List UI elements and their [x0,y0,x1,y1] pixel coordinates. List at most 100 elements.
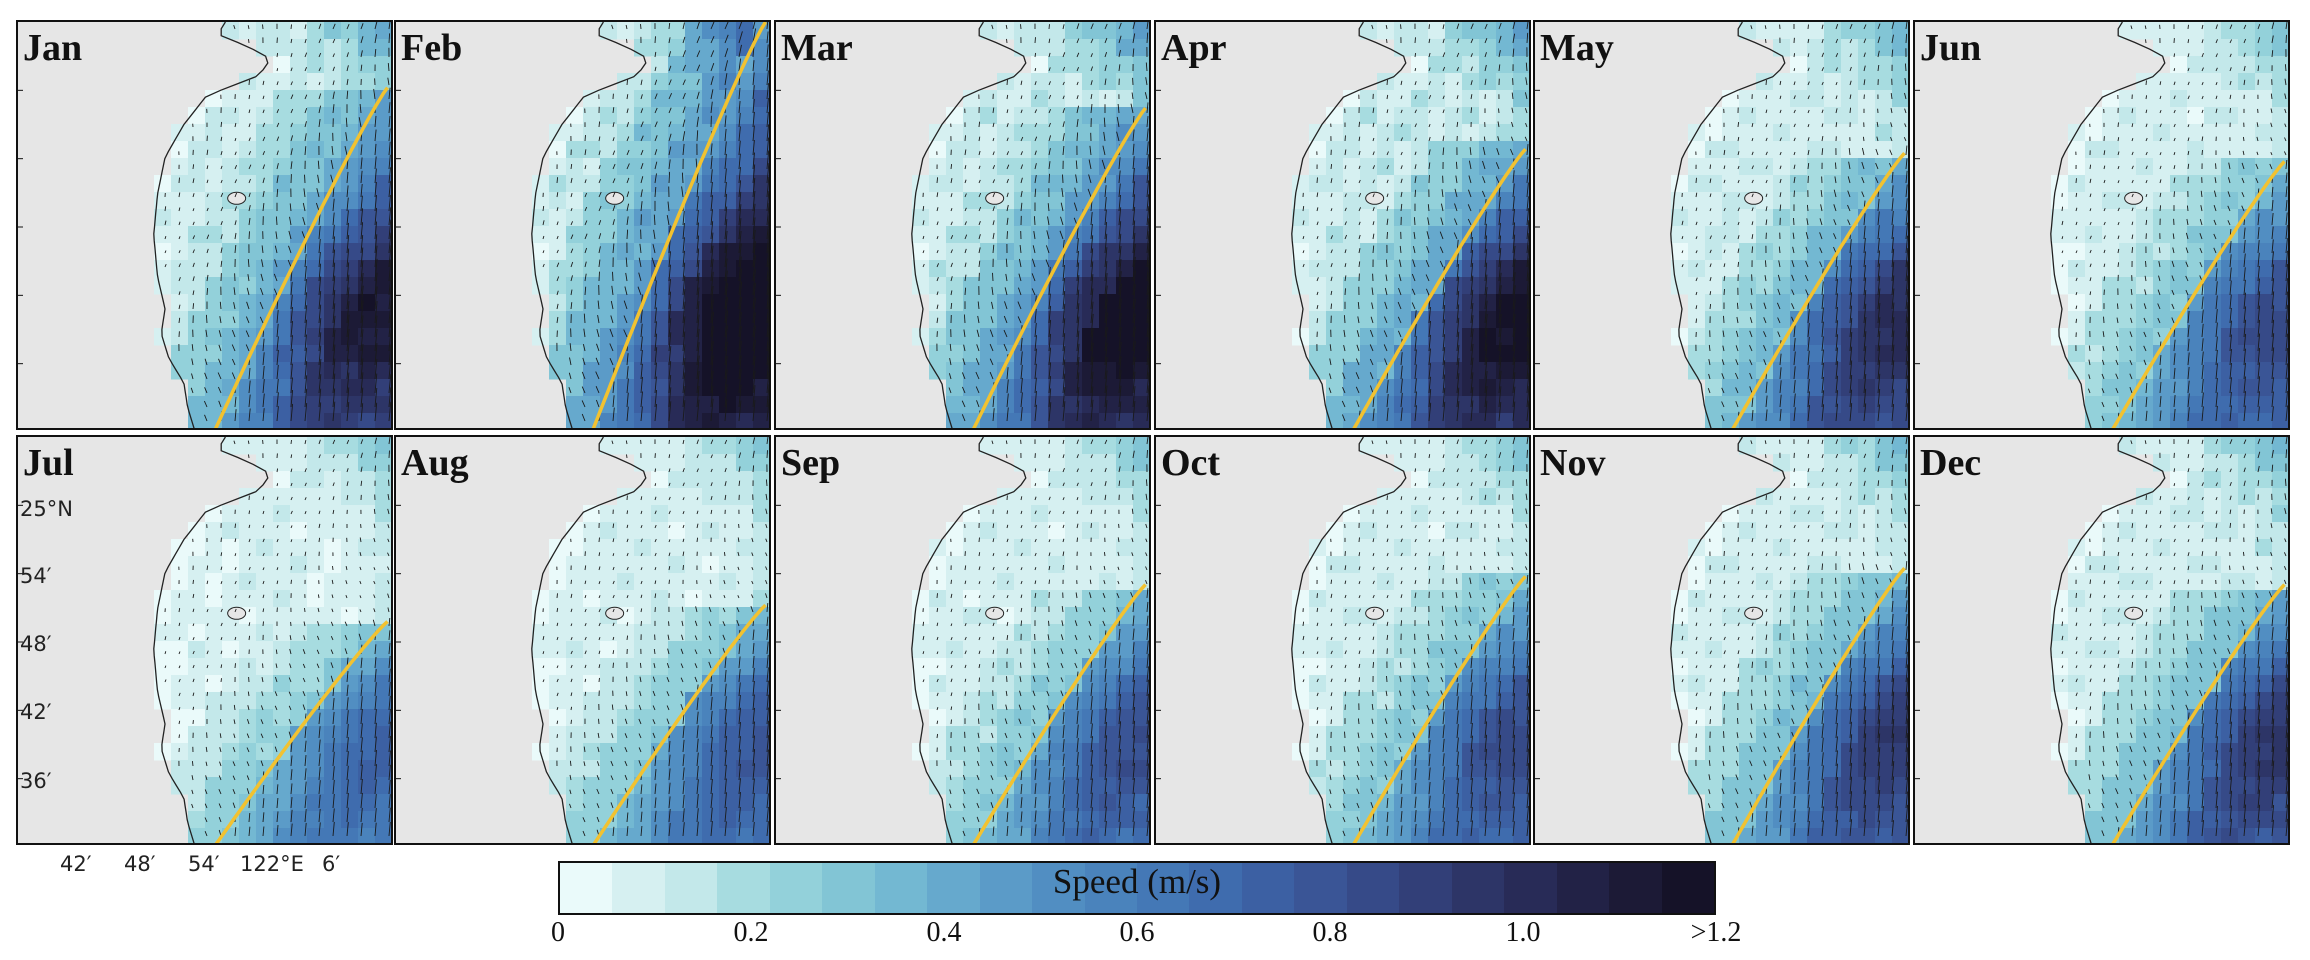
speed-cell [1807,294,1825,312]
current-arrow [1048,122,1051,128]
current-arrow [654,161,658,170]
current-arrow [2199,262,2203,268]
current-arrow [1709,276,1712,282]
current-arrow [1413,231,1416,240]
current-arrow [1805,260,1809,268]
current-arrow [1006,217,1009,226]
speed-cell [753,345,769,363]
current-arrow [234,165,238,170]
speed-cell [1773,396,1791,414]
current-arrow [1875,162,1879,170]
current-arrow [1344,221,1347,226]
speed-cell [2204,413,2222,428]
current-arrow [220,260,223,268]
speed-cell [600,345,618,363]
current-arrow [2215,405,2218,422]
current-arrow [1344,234,1348,240]
current-arrow [276,323,279,338]
current-arrow [623,300,628,310]
speed-cell [1116,73,1134,91]
current-arrow [1076,275,1080,296]
speed-cell [256,658,274,676]
current-arrow [922,206,925,212]
current-arrow [2285,304,2288,324]
speed-cell [222,760,240,778]
current-arrow [1006,407,1009,422]
speed-cell [188,641,206,659]
current-arrow [1750,288,1753,296]
speed-cell [1360,362,1378,380]
speed-cell [273,226,291,244]
speed-cell [1671,260,1689,278]
speed-cell [1445,141,1463,159]
speed-cell [912,277,930,295]
speed-cell [205,624,223,642]
current-arrow [598,259,601,268]
speed-cell [1496,124,1514,142]
speed-cell [307,624,325,642]
speed-cell [392,107,393,125]
speed-cell [1875,192,1893,210]
speed-cell [358,641,376,659]
current-arrow [2271,347,2275,366]
current-arrow [612,381,615,394]
current-arrow [2201,24,2204,30]
current-arrow [1833,204,1837,212]
speed-cell [963,260,981,278]
speed-cell [1739,345,1757,363]
speed-cell [1428,362,1446,380]
current-arrow [1034,363,1037,380]
current-arrow [626,191,630,198]
speed-cell [1824,209,1842,227]
current-arrow [1018,273,1022,282]
current-arrow [1807,350,1810,366]
current-arrow [1386,109,1389,114]
current-arrow [318,213,321,226]
current-arrow [276,94,280,100]
speed-cell [1790,362,1808,380]
speed-cell [1428,158,1446,176]
speed-cell [1479,277,1497,295]
speed-cell [1360,209,1378,227]
current-arrow [220,179,223,184]
current-arrow [1116,116,1120,128]
current-arrow [556,316,559,324]
current-arrow [654,135,658,142]
speed-cell [256,675,274,693]
speed-cell [566,175,584,193]
speed-cell [239,141,257,159]
current-arrow [1905,403,1908,422]
speed-cell [2119,124,2137,142]
current-arrow [1470,249,1474,268]
current-arrow [1034,136,1038,142]
current-arrow [1020,164,1024,170]
speed-cell [1048,345,1066,363]
speed-cell [239,828,257,843]
speed-cell [2272,39,2288,57]
speed-cell [1875,107,1893,125]
current-arrow [2285,391,2288,408]
current-arrow [1316,291,1319,296]
current-arrow [206,207,209,212]
current-arrow [978,221,981,226]
speed-cell [600,90,618,108]
current-arrow [1033,216,1036,226]
current-arrow [724,310,728,338]
current-arrow [1062,121,1065,128]
current-arrow [1863,213,1866,226]
current-arrow [304,38,307,44]
current-arrow [388,259,391,282]
speed-cell [1360,294,1378,312]
speed-cell [566,243,584,261]
current-arrow [248,394,251,408]
current-arrow [192,164,195,170]
current-arrow [1132,386,1136,408]
current-arrow [290,24,292,30]
speed-cell [1360,226,1378,244]
current-arrow [1793,164,1796,170]
speed-cell [290,39,308,57]
speed-cell [290,675,308,693]
current-arrow [332,262,336,282]
speed-cell [290,141,308,159]
speed-cell [963,379,981,397]
